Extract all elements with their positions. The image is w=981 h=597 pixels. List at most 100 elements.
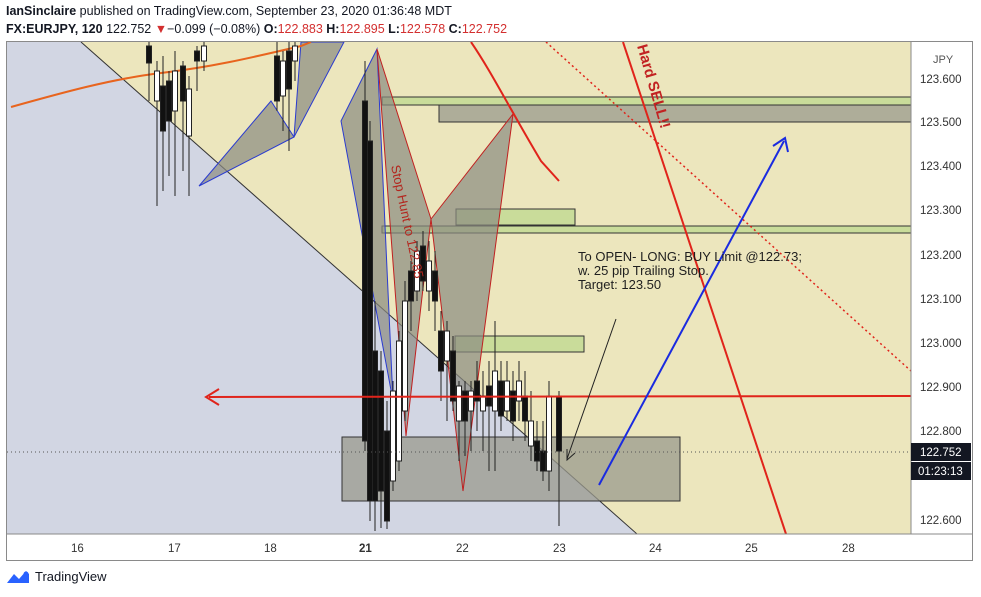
candle-body [450,350,456,402]
price-tick: 123.000 [920,338,962,350]
pointer-arrow[interactable] [566,318,617,460]
pointer-arrowhead-icon [566,449,576,462]
red-curve[interactable] [470,42,560,182]
time-tick: 16 [71,543,84,555]
bar-countdown: 01:23:13 [918,466,963,478]
tradingview-brand: TradingView [35,569,107,584]
open-label: O: [263,22,278,36]
price-tick: 123.300 [920,205,962,217]
candle-body [480,395,486,412]
candle-body [402,300,408,412]
candle-body [462,390,468,422]
time-tick: 18 [264,543,277,555]
last-price: 122.752 [106,22,152,36]
time-tick: 22 [456,543,469,555]
tradingview-footer[interactable]: TradingView [6,569,107,584]
price-tick: 122.900 [920,382,962,394]
candle-body [186,88,192,137]
arrowhead-up-icon [772,136,789,153]
time-tick: 28 [842,543,855,555]
candle-body [378,370,384,492]
moving-average-line[interactable] [10,42,312,108]
candle-body [468,390,474,412]
countdown-badge [911,462,971,480]
chart-frame[interactable]: To OPEN- LONG: BUY Limit @122.73; w. 25 … [6,41,973,561]
candle-body [362,100,368,442]
time-tick: 21 [359,543,372,555]
candle-body [166,80,172,122]
price-tick: 122.800 [920,426,962,438]
price-tick: 123.500 [920,117,962,129]
pattern-wedge-2[interactable] [293,42,345,138]
time-axis[interactable] [7,534,973,561]
candle-body [286,50,292,90]
candle-body [372,350,378,502]
symbol-label[interactable]: FX:EURJPY, 120 [6,22,103,36]
candle-body [390,390,396,482]
published-text: published on TradingView.com, September … [76,4,452,18]
candle-body [492,370,498,412]
candle-body [146,45,152,64]
current-price-value: 122.752 [920,447,962,459]
change-value: −0.099 (−0.08%) [167,22,261,36]
candle-body [510,390,516,422]
candle-body [367,140,373,502]
price-tick: 123.100 [920,294,962,306]
candle-body [384,430,390,522]
dotted-trendline[interactable] [545,42,912,372]
candle-body [534,440,540,462]
trade-note-line-1: To OPEN- LONG: BUY Limit @122.73; [578,249,802,264]
left-arrow-icon [204,388,220,406]
candle-body [426,260,432,292]
candle-body [438,330,444,372]
candle-body [408,270,414,302]
time-axis-ticks: 16 17 18 21 22 23 24 25 28 [71,543,855,555]
candle-body [474,380,480,402]
price-chart[interactable]: To OPEN- LONG: BUY Limit @122.73; w. 25 … [7,42,973,561]
low-value: 122.578 [399,22,446,36]
high-label: H: [326,22,340,36]
candle-body [180,65,186,102]
time-tick: 24 [649,543,662,555]
price-axis-currency: JPY [933,54,954,66]
time-tick: 23 [553,543,566,555]
candle-body [414,250,420,292]
publish-info: IanSinclaire published on TradingView.co… [6,4,452,18]
candle-body [194,50,200,62]
price-tick: 123.200 [920,250,962,262]
candle-body [546,395,552,472]
candle-body [498,380,504,417]
candle-body [556,395,562,452]
candle-body [420,245,426,282]
open-value: 122.883 [277,22,323,36]
candle-body [516,380,522,402]
low-label: L: [388,22,400,36]
blue-target-arrow[interactable] [598,140,785,486]
candle-body [154,70,160,102]
price-axis-ticks: 123.600 123.500 123.400 123.300 123.200 … [920,74,962,527]
trade-note-line-2: w. 25 pip Trailing Stop. [577,263,709,278]
horizontal-level-line[interactable] [208,395,912,398]
author-name[interactable]: IanSinclaire [6,4,77,18]
time-tick: 25 [745,543,758,555]
candle-body [201,45,207,62]
candle-body [432,270,438,302]
high-value: 122.895 [339,22,385,36]
left-zone-shade [7,42,637,534]
candle-body [456,385,462,422]
candle-body [160,85,166,132]
price-tick: 123.600 [920,74,962,86]
candle-body [528,420,534,447]
candle-body [172,70,178,112]
ohlc-legend: FX:EURJPY, 120 122.752 ▼−0.099 (−0.08%) … [6,22,507,36]
candle-body [274,55,280,102]
tradingview-logo-icon [7,570,29,583]
time-tick: 17 [168,543,181,555]
candle-body [540,450,546,472]
pattern-wedge-4[interactable] [376,48,432,437]
candle-body [280,60,286,97]
change-down-icon: ▼ [154,22,168,36]
trade-note-line-3: Target: 123.50 [578,277,661,292]
target-zone-box-top[interactable] [381,96,912,106]
price-tick: 122.600 [920,515,962,527]
